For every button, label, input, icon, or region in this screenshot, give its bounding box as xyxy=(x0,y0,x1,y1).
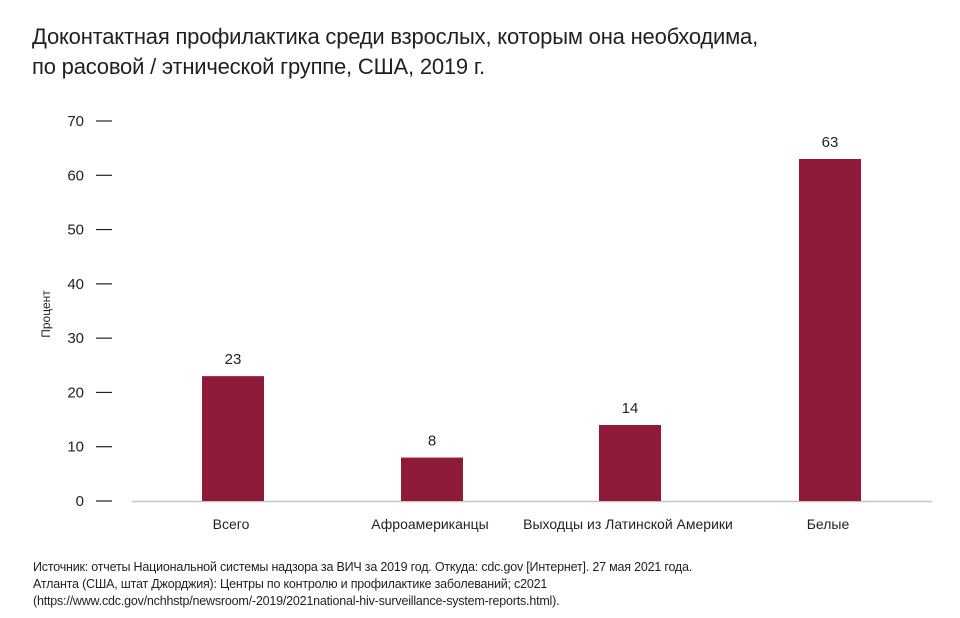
x-tick-label: Афроамериканцы xyxy=(371,516,488,532)
y-tick-label: 30 xyxy=(67,330,84,347)
y-tick-label: 40 xyxy=(67,276,84,293)
x-tick-label: Белые xyxy=(807,516,850,532)
y-tick-label: 0 xyxy=(76,493,84,510)
bar-1 xyxy=(202,376,264,501)
y-tick-label: 10 xyxy=(67,439,84,456)
y-tick-label: 50 xyxy=(67,222,84,239)
bar-3 xyxy=(599,425,661,501)
data-label: 14 xyxy=(622,400,639,417)
source-line-2: Атланта (США, штат Джорджия): Центры по … xyxy=(33,577,548,591)
source-line-1: Источник: отчеты Национальной системы на… xyxy=(33,560,693,574)
bar-4 xyxy=(799,159,861,501)
x-tick-label: Всего xyxy=(213,516,250,532)
y-tick-label: 20 xyxy=(67,384,84,401)
source-line-3: (https://www.cdc.gov/nchhstp/newsroom/-2… xyxy=(33,594,560,608)
chart-title: Доконтактная профилактика среди взрослых… xyxy=(32,22,758,82)
chart-title-line-1: Доконтактная профилактика среди взрослых… xyxy=(32,24,758,49)
chart-title-line-2: по расовой / этнической группе, США, 201… xyxy=(32,54,485,79)
y-axis-label: Процент xyxy=(39,290,53,338)
y-tick-label: 70 xyxy=(67,113,84,130)
data-label: 23 xyxy=(225,351,242,368)
bar-2 xyxy=(401,457,463,501)
data-label: 63 xyxy=(822,134,839,151)
source-note: Источник: отчеты Национальной системы на… xyxy=(33,559,692,610)
x-tick-label: Выходцы из Латинской Америки xyxy=(523,516,733,532)
y-tick-label: 60 xyxy=(67,167,84,184)
data-label: 8 xyxy=(428,433,436,450)
